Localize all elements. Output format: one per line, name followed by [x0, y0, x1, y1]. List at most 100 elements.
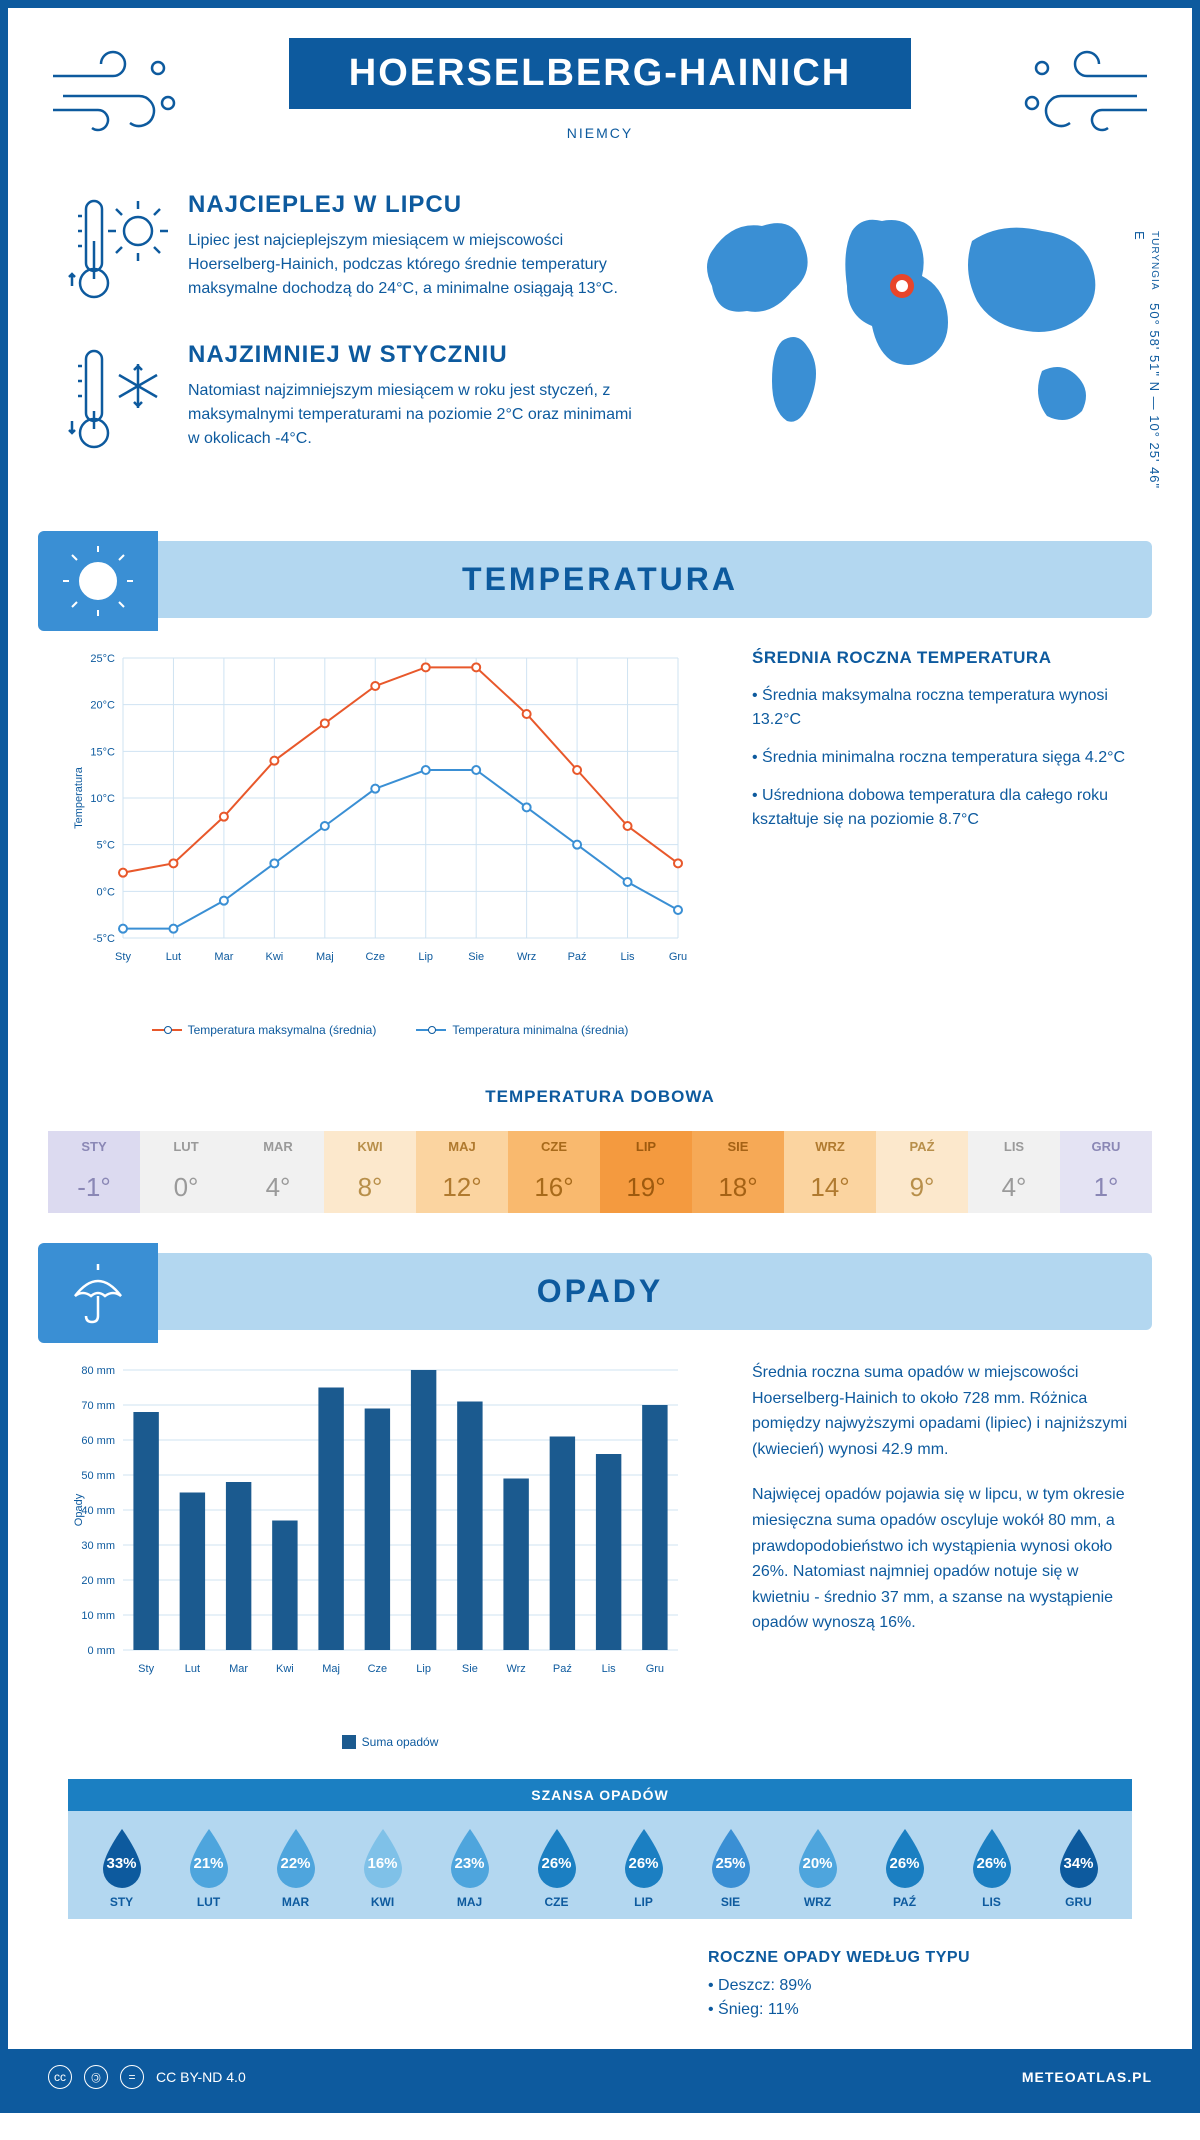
- svg-text:Kwi: Kwi: [265, 951, 283, 963]
- svg-text:80 mm: 80 mm: [81, 1365, 115, 1377]
- svg-text:Wrz: Wrz: [506, 1663, 525, 1675]
- sun-icon: [38, 531, 158, 631]
- header: HOERSELBERG-HAINICH NIEMCY: [8, 8, 1192, 161]
- typ-1: • Śnieg: 11%: [708, 2001, 1132, 2019]
- svg-text:Sie: Sie: [462, 1663, 478, 1675]
- szansa-cell: 21% LUT: [165, 1825, 252, 1909]
- precipitation-by-type: ROCZNE OPADY WEDŁUG TYPU • Deszcz: 89% •…: [708, 1949, 1132, 2019]
- svg-text:20 mm: 20 mm: [81, 1575, 115, 1587]
- dobowa-cell: GRU 1°: [1060, 1121, 1152, 1223]
- drop-icon: 21%: [182, 1825, 236, 1889]
- svg-text:70 mm: 70 mm: [81, 1400, 115, 1412]
- svg-text:Sty: Sty: [115, 951, 131, 963]
- svg-text:Lis: Lis: [602, 1663, 617, 1675]
- drop-icon: 34%: [1052, 1825, 1106, 1889]
- szansa-cell: 26% PAŹ: [861, 1825, 948, 1909]
- opady-title: OPADY: [48, 1273, 1152, 1310]
- szansa-cell: 34% GRU: [1035, 1825, 1122, 1909]
- temperature-summary: ŚREDNIA ROCZNA TEMPERATURA • Średnia mak…: [752, 648, 1132, 1037]
- svg-text:15°C: 15°C: [90, 746, 115, 758]
- svg-text:Paź: Paź: [553, 1663, 572, 1675]
- dobowa-cell: PAŹ 9°: [876, 1121, 968, 1223]
- thermometer-sun-icon: [68, 191, 168, 311]
- svg-text:Sie: Sie: [468, 951, 484, 963]
- cc-icon: cc: [48, 2065, 72, 2089]
- drop-icon: 16%: [356, 1825, 410, 1889]
- wind-icon-left: [48, 48, 188, 138]
- world-map-area: TURYNGIA 50° 58' 51" N — 10° 25' 46" E: [672, 191, 1132, 491]
- dobowa-cell: LIS 4°: [968, 1121, 1060, 1223]
- svg-text:Lut: Lut: [185, 1663, 200, 1675]
- svg-text:Wrz: Wrz: [517, 951, 536, 963]
- svg-text:Cze: Cze: [368, 1663, 388, 1675]
- nd-icon: =: [120, 2065, 144, 2089]
- precipitation-chart: 0 mm10 mm20 mm30 mm40 mm50 mm60 mm70 mm8…: [68, 1360, 712, 1749]
- coldest-title: NAJZIMNIEJ W STYCZNIU: [188, 341, 632, 369]
- drop-icon: 26%: [878, 1825, 932, 1889]
- dobowa-cell: KWI 8°: [324, 1121, 416, 1223]
- dobowa-cell: LUT 0°: [140, 1121, 232, 1223]
- by-icon: 🄯: [84, 2065, 108, 2089]
- site-name: METEOATLAS.PL: [1022, 2069, 1152, 2085]
- page-subtitle: NIEMCY: [48, 125, 1152, 141]
- thermometer-snow-icon: [68, 341, 168, 461]
- szansa-cell: 26% LIS: [948, 1825, 1035, 1909]
- coordinates: TURYNGIA 50° 58' 51" N — 10° 25' 46" E: [1132, 231, 1162, 491]
- infographic-container: HOERSELBERG-HAINICH NIEMCY: [0, 0, 1200, 2113]
- opady-text-1: Średnia roczna suma opadów w miejscowośc…: [752, 1360, 1132, 1462]
- svg-text:Cze: Cze: [365, 951, 385, 963]
- dobowa-cell: STY -1°: [48, 1121, 140, 1223]
- svg-text:Temperatura: Temperatura: [73, 766, 85, 829]
- drop-icon: 25%: [704, 1825, 758, 1889]
- svg-text:60 mm: 60 mm: [81, 1435, 115, 1447]
- svg-text:Mar: Mar: [229, 1663, 248, 1675]
- opady-text-2: Najwięcej opadów pojawia się w lipcu, w …: [752, 1482, 1132, 1636]
- dobowa-cell: CZE 16°: [508, 1121, 600, 1223]
- szansa-title: SZANSA OPADÓW: [68, 1779, 1132, 1811]
- szansa-cell: 22% MAR: [252, 1825, 339, 1909]
- szansa-cell: 25% SIE: [687, 1825, 774, 1909]
- svg-text:25°C: 25°C: [90, 653, 115, 665]
- dobowa-cell: LIP 19°: [600, 1121, 692, 1223]
- temperatura-header: TEMPERATURA: [48, 541, 1152, 618]
- szansa-cell: 16% KWI: [339, 1825, 426, 1909]
- drop-icon: 26%: [530, 1825, 584, 1889]
- coldest-fact: NAJZIMNIEJ W STYCZNIU Natomiast najzimni…: [68, 341, 632, 461]
- precipitation-summary: Średnia roczna suma opadów w miejscowośc…: [752, 1360, 1132, 1749]
- szansa-cell: 26% LIP: [600, 1825, 687, 1909]
- temp-summary-0: • Średnia maksymalna roczna temperatura …: [752, 684, 1132, 732]
- svg-text:20°C: 20°C: [90, 700, 115, 712]
- legend-max: Temperatura maksymalna (średnia): [152, 1023, 377, 1037]
- typ-title: ROCZNE OPADY WEDŁUG TYPU: [708, 1949, 1132, 1967]
- svg-text:0°C: 0°C: [97, 886, 116, 898]
- svg-text:-5°C: -5°C: [93, 933, 115, 945]
- szansa-cell: 33% STY: [78, 1825, 165, 1909]
- umbrella-icon: [38, 1243, 158, 1343]
- svg-text:Gru: Gru: [669, 951, 687, 963]
- temp-summary-title: ŚREDNIA ROCZNA TEMPERATURA: [752, 648, 1132, 668]
- svg-text:Maj: Maj: [322, 1663, 340, 1675]
- legend-opady: Suma opadów: [342, 1735, 439, 1749]
- warmest-text: Lipiec jest najcieplejszym miesiącem w m…: [188, 229, 632, 301]
- svg-text:Mar: Mar: [214, 951, 233, 963]
- dobowa-cell: WRZ 14°: [784, 1121, 876, 1223]
- temperature-chart: -5°C0°C5°C10°C15°C20°C25°CStyLutMarKwiMa…: [68, 648, 712, 1037]
- coords-region: TURYNGIA: [1149, 231, 1160, 291]
- dobowa-cell: SIE 18°: [692, 1121, 784, 1223]
- dobowa-title: TEMPERATURA DOBOWA: [8, 1087, 1192, 1107]
- svg-text:Lis: Lis: [621, 951, 636, 963]
- svg-text:Lip: Lip: [418, 951, 433, 963]
- szansa-cell: 23% MAJ: [426, 1825, 513, 1909]
- drop-icon: 33%: [95, 1825, 149, 1889]
- temp-summary-1: • Średnia minimalna roczna temperatura s…: [752, 746, 1132, 770]
- svg-text:10°C: 10°C: [90, 793, 115, 805]
- svg-text:50 mm: 50 mm: [81, 1470, 115, 1482]
- svg-text:Sty: Sty: [138, 1663, 154, 1675]
- svg-text:0 mm: 0 mm: [88, 1645, 116, 1657]
- world-map-icon: [672, 191, 1132, 471]
- szansa-cell: 26% CZE: [513, 1825, 600, 1909]
- svg-text:Lut: Lut: [166, 951, 181, 963]
- opady-header: OPADY: [48, 1253, 1152, 1330]
- drop-icon: 23%: [443, 1825, 497, 1889]
- drop-icon: 26%: [965, 1825, 1019, 1889]
